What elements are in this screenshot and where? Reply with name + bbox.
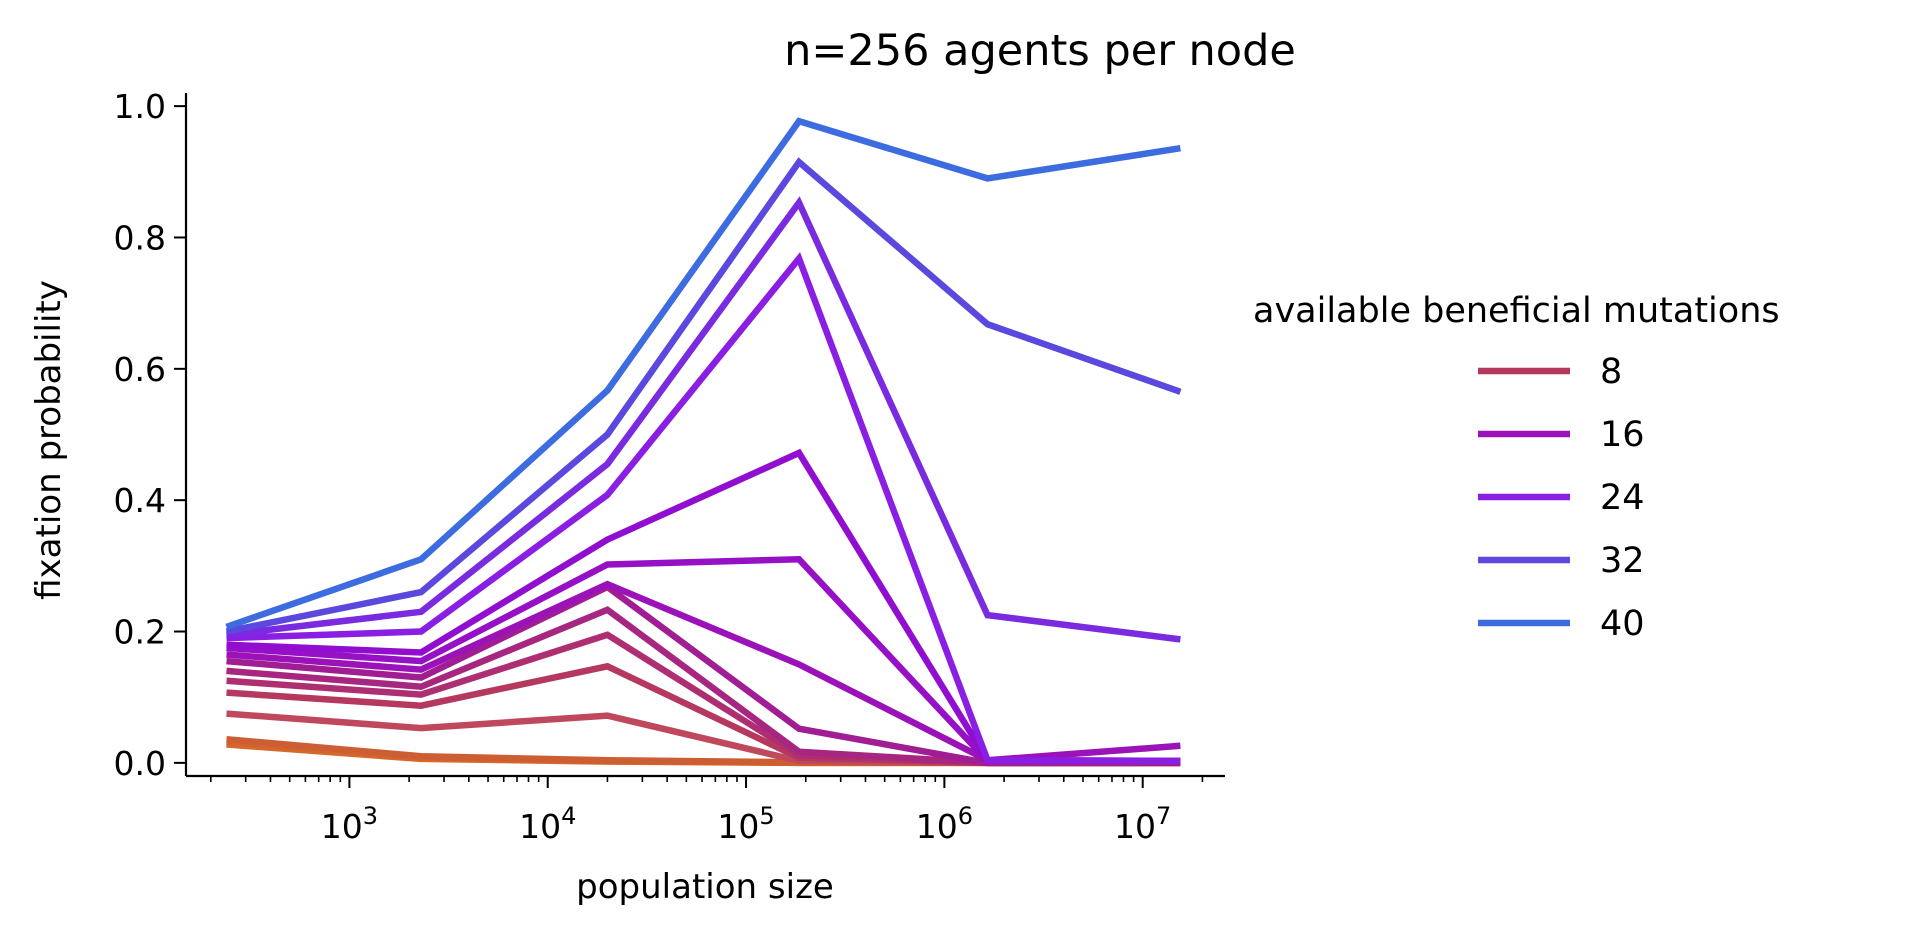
legend-label-32: 32 <box>1600 541 1645 581</box>
x-tick-label: 103 <box>321 802 378 846</box>
chart-title: n=256 agents per node <box>784 26 1296 76</box>
legend-label-8: 8 <box>1600 352 1622 392</box>
series-line-15 <box>225 117 1181 630</box>
series-layer <box>225 117 1182 767</box>
y-tick-label: 0.2 <box>114 613 166 652</box>
y-tick-label: 0.8 <box>114 218 166 257</box>
x-tick-label: 105 <box>717 802 774 846</box>
x-ticks: 103 104 105 106 107 <box>209 776 1204 846</box>
series-line-14 <box>225 157 1182 635</box>
series-line-13 <box>226 196 1181 643</box>
y-tick-label: 0.4 <box>114 481 166 520</box>
x-tick-label: 106 <box>916 802 973 846</box>
series-line-12 <box>226 252 1181 765</box>
x-tick-label: 104 <box>519 802 576 846</box>
axes-layer <box>184 93 1225 778</box>
legend-label-16: 16 <box>1600 415 1645 455</box>
legend: available beneficial mutations 8 16 24 32 40 <box>1253 291 1780 644</box>
x-axis-label: population size <box>576 867 834 907</box>
legend-label-24: 24 <box>1600 478 1645 518</box>
legend-label-40: 40 <box>1600 604 1645 644</box>
y-tick-label: 0.0 <box>114 744 166 783</box>
y-tick-label: 0.6 <box>114 350 166 389</box>
x-tick-label: 107 <box>1114 802 1171 846</box>
y-axis-label: fixation probability <box>29 280 69 600</box>
y-ticks: 0.0 0.2 0.4 0.6 0.8 1.0 <box>114 87 186 783</box>
y-tick-label: 1.0 <box>114 87 166 126</box>
legend-title: available beneficial mutations <box>1253 291 1780 331</box>
